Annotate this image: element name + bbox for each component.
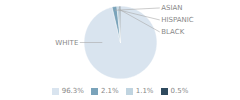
html-text:96.3%: 96.3% [61, 87, 84, 95]
html-text:0.5%: 0.5% [170, 87, 189, 95]
svg-text:HISPANIC: HISPANIC [161, 16, 194, 24]
html-text:2.1%: 2.1% [100, 87, 119, 95]
html-text:1.1%: 1.1% [135, 87, 154, 95]
svg-text:BLACK: BLACK [161, 28, 184, 36]
svg-text:WHITE: WHITE [55, 39, 78, 47]
svg-text:ASIAN: ASIAN [161, 4, 182, 12]
